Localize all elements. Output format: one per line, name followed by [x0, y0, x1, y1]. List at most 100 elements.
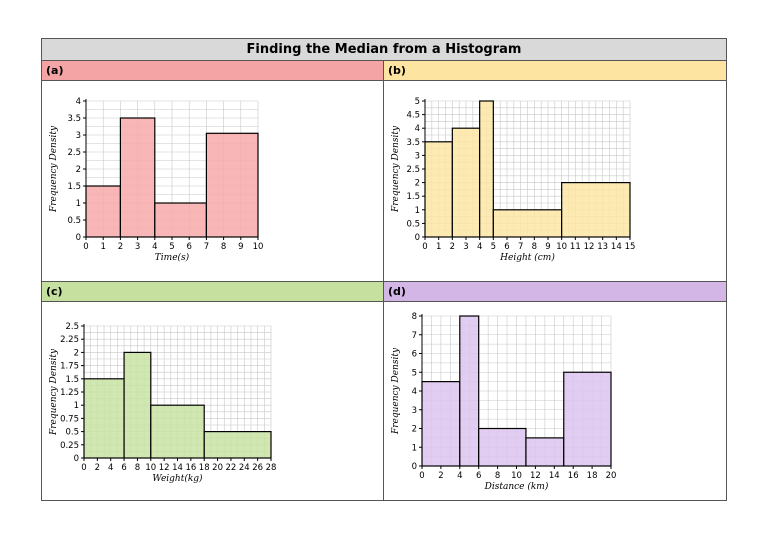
y-tick-label: 1 [415, 206, 420, 216]
x-tick-label: 16 [185, 463, 196, 473]
x-tick-label: 20 [606, 471, 617, 481]
x-tick-label: 9 [238, 242, 243, 252]
x-tick-label: 0 [83, 242, 88, 252]
y-tick-label: 4 [415, 124, 420, 134]
y-tick-label: 5 [412, 368, 417, 378]
x-tick-label: 4 [152, 242, 157, 252]
x-tick-label: 8 [532, 242, 537, 252]
histogram-b: 00.511.522.533.544.550 1 2 3 4 5 6 7 8 9 10 11 12 13 1… [391, 97, 636, 263]
histogram-bar [424, 141, 453, 238]
x-tick-label: 5 [169, 242, 174, 252]
x-tick-label: 24 [239, 463, 250, 473]
x-tick-label: 10 [253, 242, 264, 252]
x-tick-label: 10 [511, 471, 522, 481]
histogram-bar [83, 378, 125, 459]
panel-c-header: (c) [42, 282, 383, 302]
x-tick-label: 10 [145, 463, 156, 473]
x-axis-label: Height (cm) [499, 252, 555, 263]
histogram-bar [123, 351, 152, 459]
panel-a: (a) 0 0.5 1 1.5 2 2.5 3 3.5 4 0 1 2 3 4 5 6 7 8 9 10 Time(s)… [42, 61, 384, 281]
x-tick-label: 6 [504, 242, 509, 252]
x-tick-label: 0 [419, 471, 424, 481]
y-tick-label: 0.5 [67, 216, 81, 226]
histogram-bar [478, 427, 527, 467]
y-tick-label: 0.75 [60, 414, 79, 424]
y-tick-label: 3.5 [67, 114, 81, 124]
panel-d-body: 0 1 2 3 4 5 6 7 8 0 2 4 6 8 10 12 14 16 18 20 Distance (km) F… [384, 302, 726, 500]
histogram-bar [421, 381, 461, 467]
panel-b: (b) 0 0.5 1 1.5 2 2.5 3 3.5 4 4.5 5 0 1 2 3 4 5 6 7 8 9 10 11 1… [384, 61, 726, 281]
histogram-bar [563, 371, 612, 467]
x-tick-label: 0 [81, 463, 86, 473]
x-tick-label: 2 [450, 242, 455, 252]
x-tick-label: 28 [266, 463, 277, 473]
y-tick-label: 1.5 [65, 375, 79, 385]
x-tick-label: 26 [252, 463, 263, 473]
y-tick-label: 1.5 [406, 192, 420, 202]
x-tick-label: 3 [135, 242, 140, 252]
x-tick-label: 2 [118, 242, 123, 252]
y-tick-label: 1 [76, 199, 81, 209]
x-tick-label: 6 [186, 242, 191, 252]
y-tick-label: 0.25 [60, 441, 79, 451]
panel-d-header: (d) [384, 282, 726, 302]
panel-a-body: 0 0.5 1 1.5 2 2.5 3 3.5 4 0 1 2 3 4 5 6 7 8 9 10 Time(s) Freq… [42, 81, 383, 280]
x-tick-label: 20 [212, 463, 223, 473]
x-tick-label: 14 [549, 471, 560, 481]
y-tick-label: 4.5 [406, 111, 420, 121]
histogram-bar [451, 127, 481, 238]
y-tick-label: 1.25 [60, 388, 79, 398]
y-tick-label: 0 [74, 454, 79, 464]
y-axis-label: Frequency Density [49, 125, 59, 213]
y-tick-label: 6 [412, 350, 417, 360]
y-tick-label: 5 [415, 97, 420, 107]
panel-b-header: (b) [384, 61, 726, 81]
x-tick-label: 7 [204, 242, 209, 252]
y-tick-label: 0 [412, 462, 417, 472]
x-tick-label: 22 [226, 463, 237, 473]
y-tick-label: 2.5 [406, 165, 420, 175]
x-tick-label: 6 [476, 471, 481, 481]
histogram-bar [119, 117, 156, 238]
y-tick-label: 2.5 [65, 322, 79, 332]
y-tick-label: 3 [76, 131, 81, 141]
y-tick-label: 1.5 [67, 182, 81, 192]
y-axis-label: Frequency Density [391, 125, 401, 213]
x-tick-label: 10 [556, 242, 567, 252]
y-tick-label: 7 [412, 331, 417, 341]
x-tick-label: 18 [587, 471, 598, 481]
x-tick-label: 12 [584, 242, 595, 252]
x-tick-label: 4 [457, 471, 462, 481]
histogram-bar [525, 437, 565, 467]
histogram-bar [479, 100, 494, 238]
x-tick-label: 16 [568, 471, 579, 481]
x-tick-label: 3 [463, 242, 468, 252]
x-tick-label: 18 [199, 463, 210, 473]
y-tick-label: 2 [76, 165, 81, 175]
histogram-bar [561, 181, 631, 238]
y-tick-label: 2 [412, 425, 417, 435]
y-tick-label: 0 [76, 233, 81, 243]
histogram-bar [492, 209, 563, 238]
histogram-bar [459, 315, 480, 467]
y-axis-label: Frequency Density [49, 348, 59, 436]
y-axis-label: Frequency Density [391, 347, 401, 435]
y-tick-label: 3 [412, 406, 417, 416]
y-tick-label: 2 [415, 179, 420, 189]
x-tick-label: 5 [491, 242, 496, 252]
x-axis-label: Time(s) [155, 252, 190, 263]
worksheet-title: Finding the Median from a Histogram [42, 39, 726, 61]
x-tick-label: 7 [518, 242, 523, 252]
x-tick-label: 15 [625, 242, 636, 252]
y-tick-label: 3.5 [406, 138, 420, 148]
y-tick-label: 3 [415, 151, 420, 161]
y-tick-label: 0.5 [65, 428, 79, 438]
histogram-bar [154, 202, 208, 238]
x-tick-label: 0 [422, 242, 427, 252]
panel-b-body: 0 0.5 1 1.5 2 2.5 3 3.5 4 4.5 5 0 1 2 3 4 5 6 7 8 9 10 11 12 13 1… [384, 81, 726, 280]
panel-a-header: (a) [42, 61, 383, 81]
x-tick-label: 14 [611, 242, 622, 252]
x-tick-label: 1 [100, 242, 105, 252]
x-tick-label: 4 [477, 242, 482, 252]
x-axis-label: Distance (km) [484, 481, 549, 492]
